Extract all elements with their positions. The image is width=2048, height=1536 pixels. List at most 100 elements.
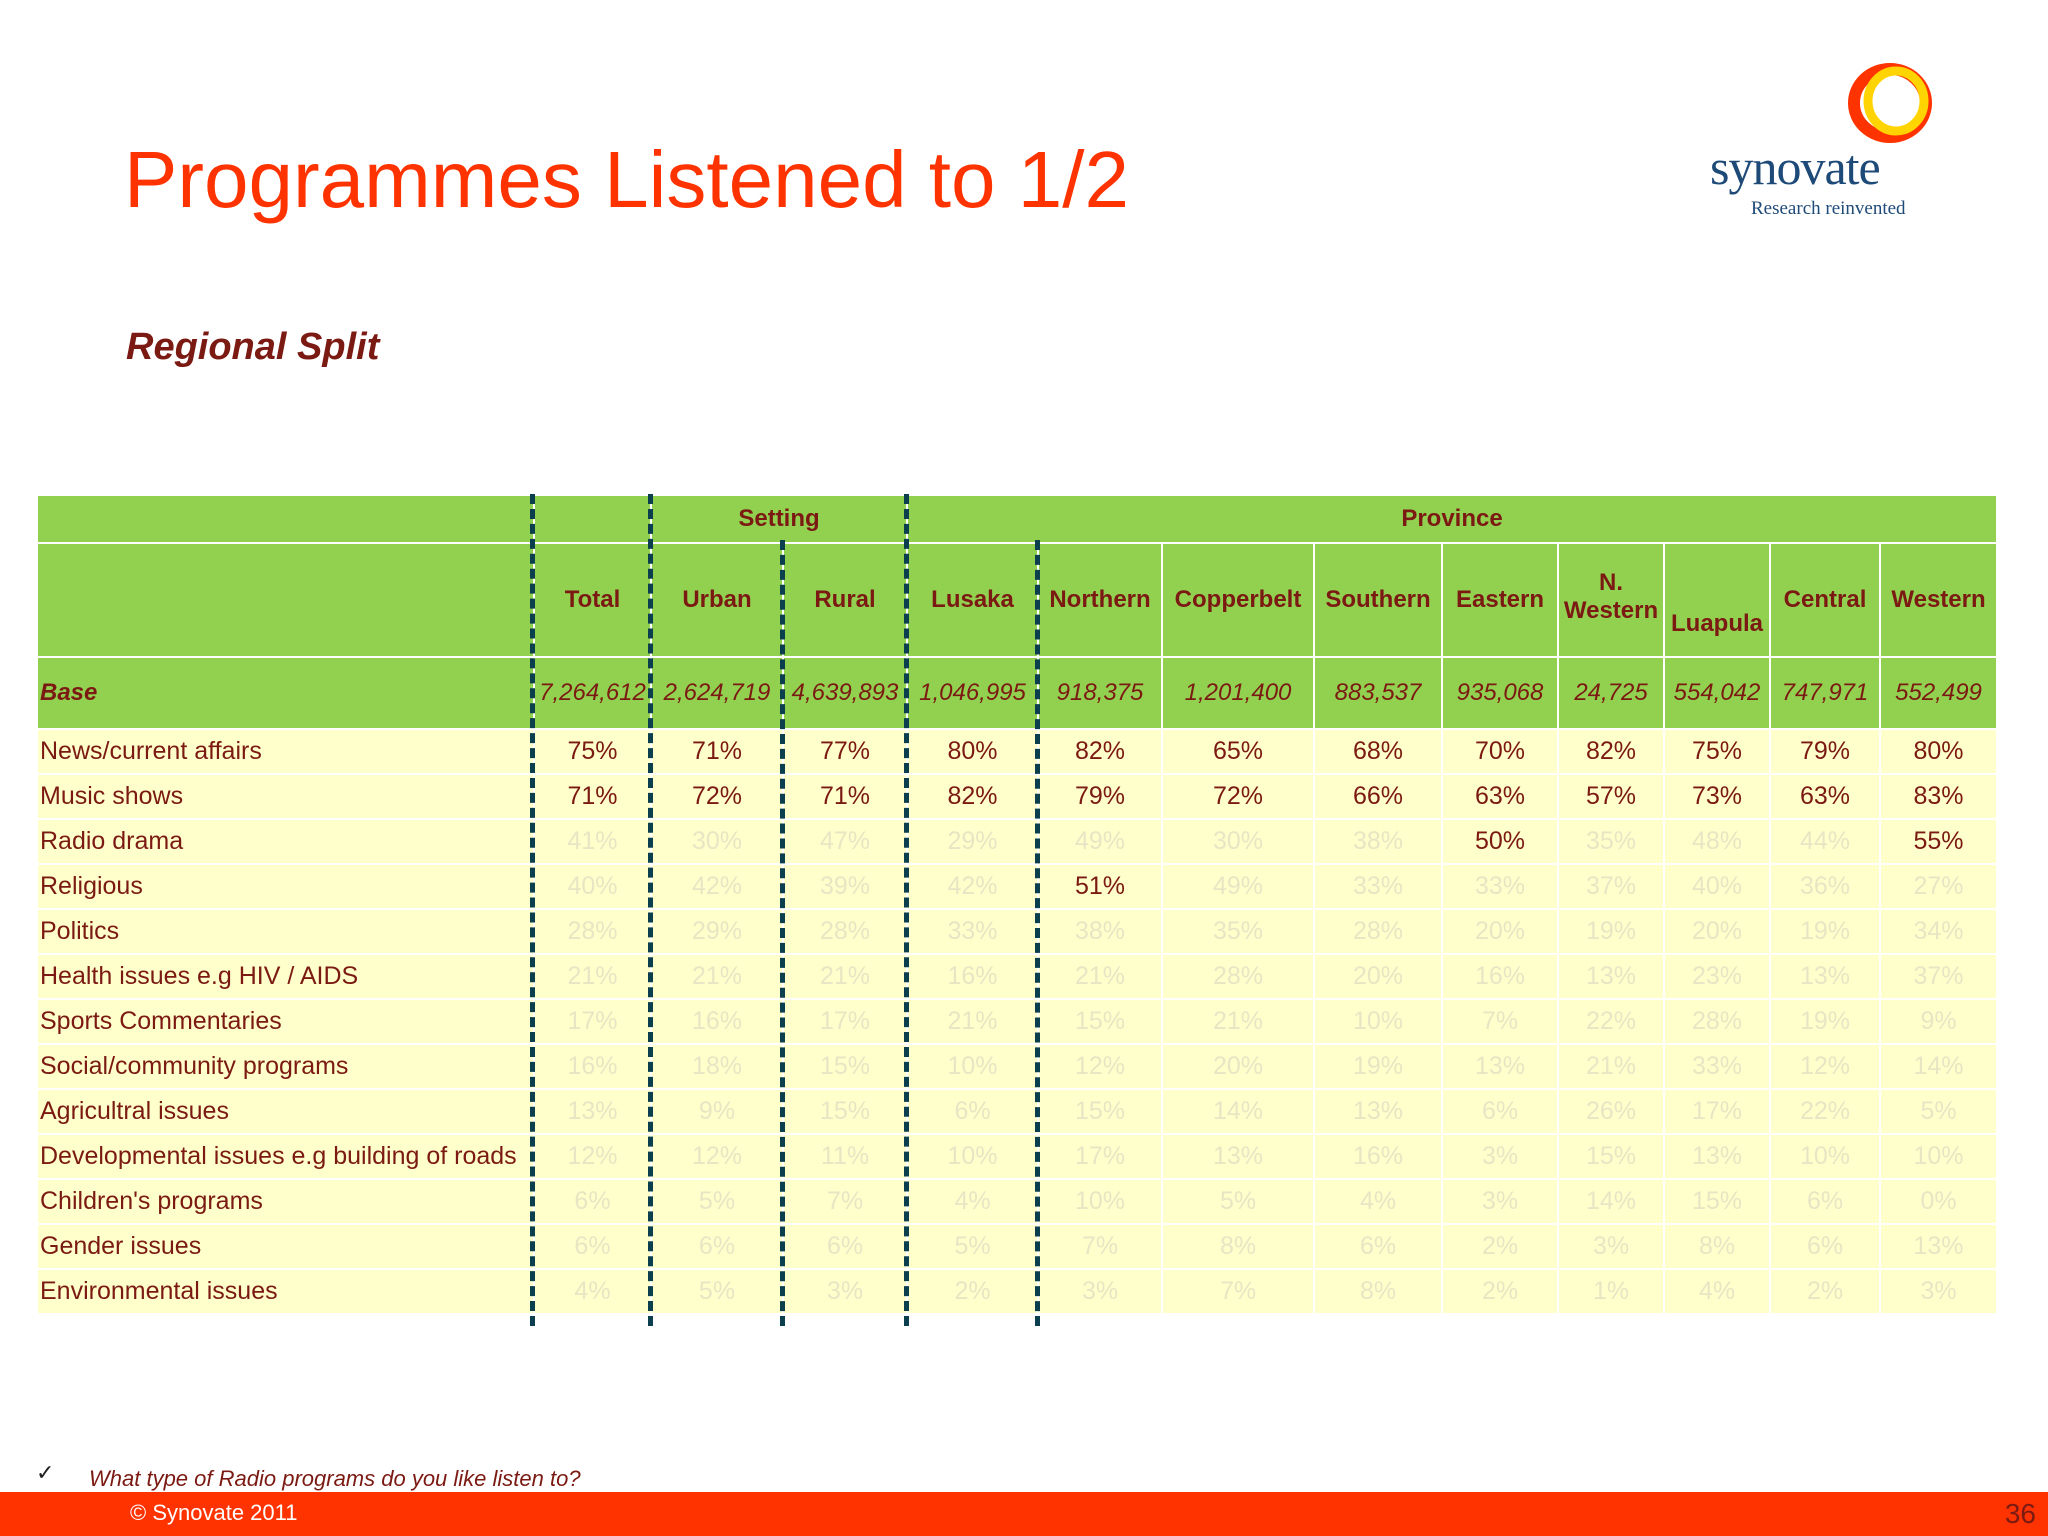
table-cell: 71% bbox=[781, 773, 909, 820]
table-cell: 13% bbox=[1879, 1223, 1999, 1270]
table-cell: 9% bbox=[650, 1088, 784, 1135]
table-row: Developmental issues e.g building of roa… bbox=[36, 1133, 1999, 1180]
table-cell: 51% bbox=[1037, 863, 1164, 910]
table-cell: 6% bbox=[781, 1223, 909, 1270]
table-cell: 73% bbox=[1663, 773, 1772, 820]
table-cell: 16% bbox=[650, 998, 784, 1045]
regional-split-table: Setting Province Total Urban Rural Lusak… bbox=[36, 494, 1999, 1315]
table-cell: 37% bbox=[1879, 953, 1999, 1000]
table-cell: 14% bbox=[1879, 1043, 1999, 1090]
table-cell: 55% bbox=[1879, 818, 1999, 865]
table-row: Sports Commentaries 17% 16% 17% 21% 15% 21% 10%… bbox=[36, 998, 1999, 1045]
table-cell: 17% bbox=[1037, 1133, 1164, 1180]
page-number: 36 bbox=[2004, 1498, 2036, 1529]
base-row: Base 7,264,612 2,624,719 4,639,893 1,046… bbox=[36, 656, 1999, 730]
table-cell: 63% bbox=[1441, 773, 1560, 820]
page-title: Programmes Listened to 1/2 bbox=[124, 135, 1129, 224]
setting-group-header: Setting bbox=[649, 494, 909, 544]
table-cell: 18% bbox=[650, 1043, 784, 1090]
total-group-cell bbox=[533, 494, 652, 544]
table-cell: 75% bbox=[1663, 728, 1772, 775]
table-cell: 5% bbox=[650, 1178, 784, 1225]
table-cell: 22% bbox=[1769, 1088, 1882, 1135]
table-cell: 42% bbox=[650, 863, 784, 910]
base-value: 1,201,400 bbox=[1161, 656, 1316, 730]
table-cell: 72% bbox=[650, 773, 784, 820]
table-cell: 29% bbox=[650, 908, 784, 955]
table-row: Agricultral issues 13% 9% 15% 6% 15% 14% 13% 6% 2… bbox=[36, 1088, 1999, 1135]
row-label: Health issues e.g HIV / AIDS bbox=[36, 953, 535, 1000]
table-cell: 17% bbox=[533, 998, 652, 1045]
table-cell: 4% bbox=[1663, 1268, 1772, 1315]
column-header: Western bbox=[1879, 542, 1999, 658]
table-cell: 4% bbox=[533, 1268, 652, 1315]
table-cell: 0% bbox=[1879, 1178, 1999, 1225]
divider-line-setting-start bbox=[648, 494, 653, 1326]
table-cell: 12% bbox=[1037, 1043, 1164, 1090]
divider-line-lusaka bbox=[1035, 540, 1040, 1326]
table-cell: 2% bbox=[1441, 1268, 1560, 1315]
table-cell: 27% bbox=[1879, 863, 1999, 910]
table-cell: 71% bbox=[533, 773, 652, 820]
corner-cell bbox=[36, 494, 535, 544]
table-cell: 3% bbox=[1441, 1133, 1560, 1180]
table-cell: 33% bbox=[1441, 863, 1560, 910]
table-cell: 6% bbox=[1441, 1088, 1560, 1135]
table-cell: 80% bbox=[1879, 728, 1999, 775]
column-header: Southern bbox=[1313, 542, 1444, 658]
table-cell: 13% bbox=[1663, 1133, 1772, 1180]
table-cell: 16% bbox=[533, 1043, 652, 1090]
table-cell: 3% bbox=[1879, 1268, 1999, 1315]
column-header: Eastern bbox=[1441, 542, 1560, 658]
table-cell: 21% bbox=[1037, 953, 1164, 1000]
table-cell: 38% bbox=[1313, 818, 1444, 865]
table-cell: 5% bbox=[650, 1268, 784, 1315]
table-cell: 6% bbox=[533, 1178, 652, 1225]
table-cell: 44% bbox=[1769, 818, 1882, 865]
province-group-header: Province bbox=[906, 494, 1999, 544]
divider-line-total bbox=[530, 494, 535, 1326]
table-cell: 21% bbox=[533, 953, 652, 1000]
table-cell: 12% bbox=[1769, 1043, 1882, 1090]
table-cell: 83% bbox=[1879, 773, 1999, 820]
row-label: Religious bbox=[36, 863, 535, 910]
page-subtitle: Regional Split bbox=[126, 326, 380, 368]
table-cell: 39% bbox=[781, 863, 909, 910]
table-row: Politics 28% 29% 28% 33% 38% 35% 28% 20% 19% 20% 19… bbox=[36, 908, 1999, 955]
table-cell: 48% bbox=[1663, 818, 1772, 865]
check-mark-icon: ✓ bbox=[36, 1460, 55, 1485]
table-cell: 16% bbox=[1441, 953, 1560, 1000]
table-cell: 21% bbox=[650, 953, 784, 1000]
base-value: 918,375 bbox=[1037, 656, 1164, 730]
table-cell: 82% bbox=[906, 773, 1040, 820]
table-cell: 80% bbox=[906, 728, 1040, 775]
table-cell: 15% bbox=[1037, 998, 1164, 1045]
column-header: N. Western bbox=[1557, 542, 1666, 658]
table-cell: 2% bbox=[1769, 1268, 1882, 1315]
table-cell: 21% bbox=[1557, 1043, 1666, 1090]
table-cell: 13% bbox=[1161, 1133, 1316, 1180]
table-cell: 2% bbox=[906, 1268, 1040, 1315]
table-cell: 3% bbox=[781, 1268, 909, 1315]
table-cell: 63% bbox=[1769, 773, 1882, 820]
table-cell: 19% bbox=[1769, 998, 1882, 1045]
table-cell: 71% bbox=[650, 728, 784, 775]
table-cell: 6% bbox=[906, 1088, 1040, 1135]
footer-bar: © Synovate 2011 36 bbox=[0, 1492, 2048, 1536]
row-label: Sports Commentaries bbox=[36, 998, 535, 1045]
table-cell: 79% bbox=[1769, 728, 1882, 775]
table-cell: 21% bbox=[906, 998, 1040, 1045]
row-label: Developmental issues e.g building of roa… bbox=[36, 1133, 535, 1180]
base-value: 935,068 bbox=[1441, 656, 1560, 730]
table-cell: 1% bbox=[1557, 1268, 1666, 1315]
logo-tagline: Research reinvented bbox=[1751, 198, 1906, 219]
row-label: Environmental issues bbox=[36, 1268, 535, 1315]
column-header: Copperbelt bbox=[1161, 542, 1316, 658]
table-cell: 79% bbox=[1037, 773, 1164, 820]
table-cell: 9% bbox=[1879, 998, 1999, 1045]
table-row: Religious 40% 42% 39% 42% 51% 49% 33% 33% 37% 40% 3… bbox=[36, 863, 1999, 910]
table-cell: 20% bbox=[1161, 1043, 1316, 1090]
table-cell: 6% bbox=[1769, 1178, 1882, 1225]
row-label: Children's programs bbox=[36, 1178, 535, 1225]
copyright-text: © Synovate 2011 bbox=[130, 1500, 298, 1525]
